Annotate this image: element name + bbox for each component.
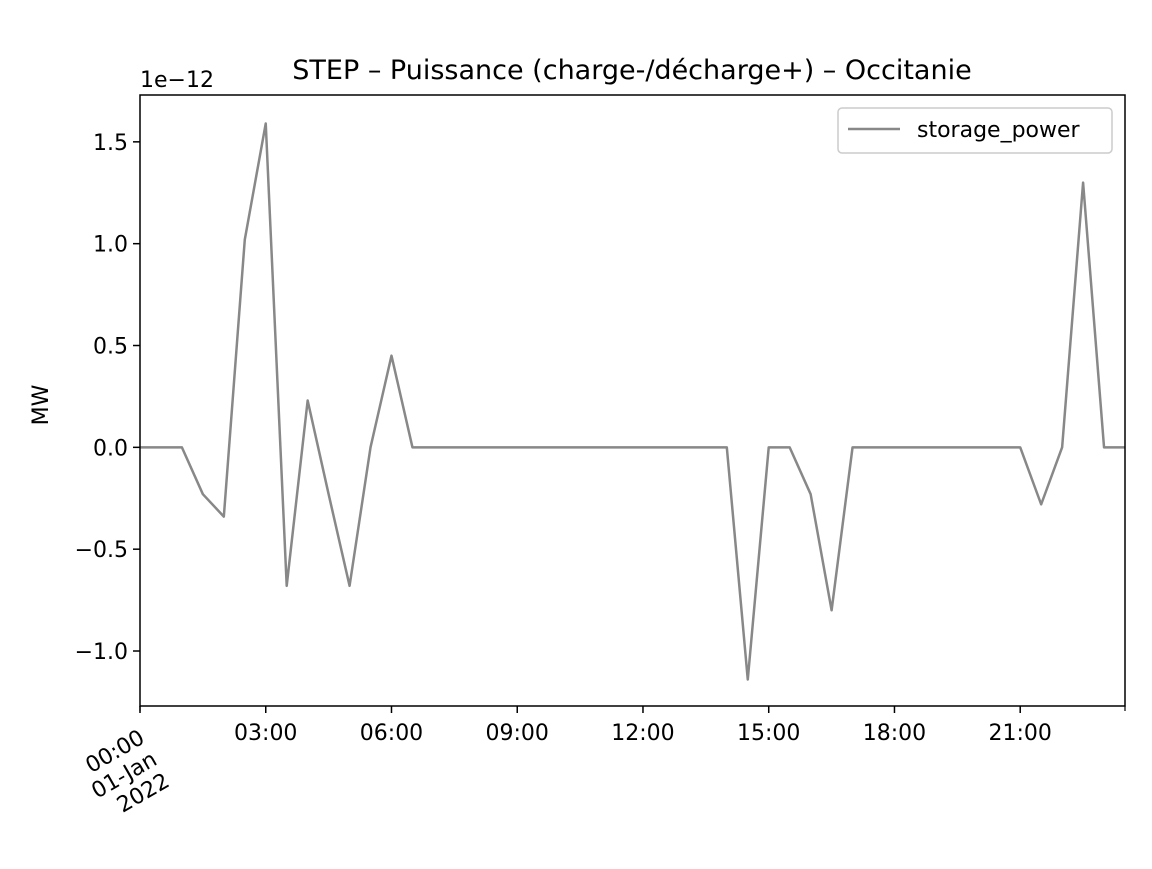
y-tick-label: −1.0 <box>75 640 128 665</box>
legend: storage_power <box>837 107 1113 154</box>
x-tick-label: 03:00 <box>234 721 297 746</box>
y-offset-label: 1e−12 <box>140 68 214 93</box>
y-axis-label: MW <box>29 384 54 425</box>
x-tick-label: 09:00 <box>486 721 549 746</box>
y-tick-label: 0.5 <box>93 335 128 360</box>
x-tick-label: 21:00 <box>989 721 1052 746</box>
y-tick-label: 1.5 <box>93 131 128 156</box>
y-tick-label: −0.5 <box>75 538 128 563</box>
plot-frame <box>139 94 1126 707</box>
series-line-storage_power <box>140 122 1125 681</box>
y-tick-label: 1.0 <box>93 233 128 258</box>
x-tick-label: 06:00 <box>360 721 423 746</box>
x-tick-label: 18:00 <box>863 721 926 746</box>
legend-box <box>837 107 1113 154</box>
x-tick-label: 12:00 <box>611 721 674 746</box>
x-tick-label: 15:00 <box>737 721 800 746</box>
legend-label: storage_power <box>917 118 1081 143</box>
y-tick-label: 0.0 <box>93 436 128 461</box>
chart-title: STEP – Puissance (charge-/décharge+) – O… <box>292 55 971 86</box>
